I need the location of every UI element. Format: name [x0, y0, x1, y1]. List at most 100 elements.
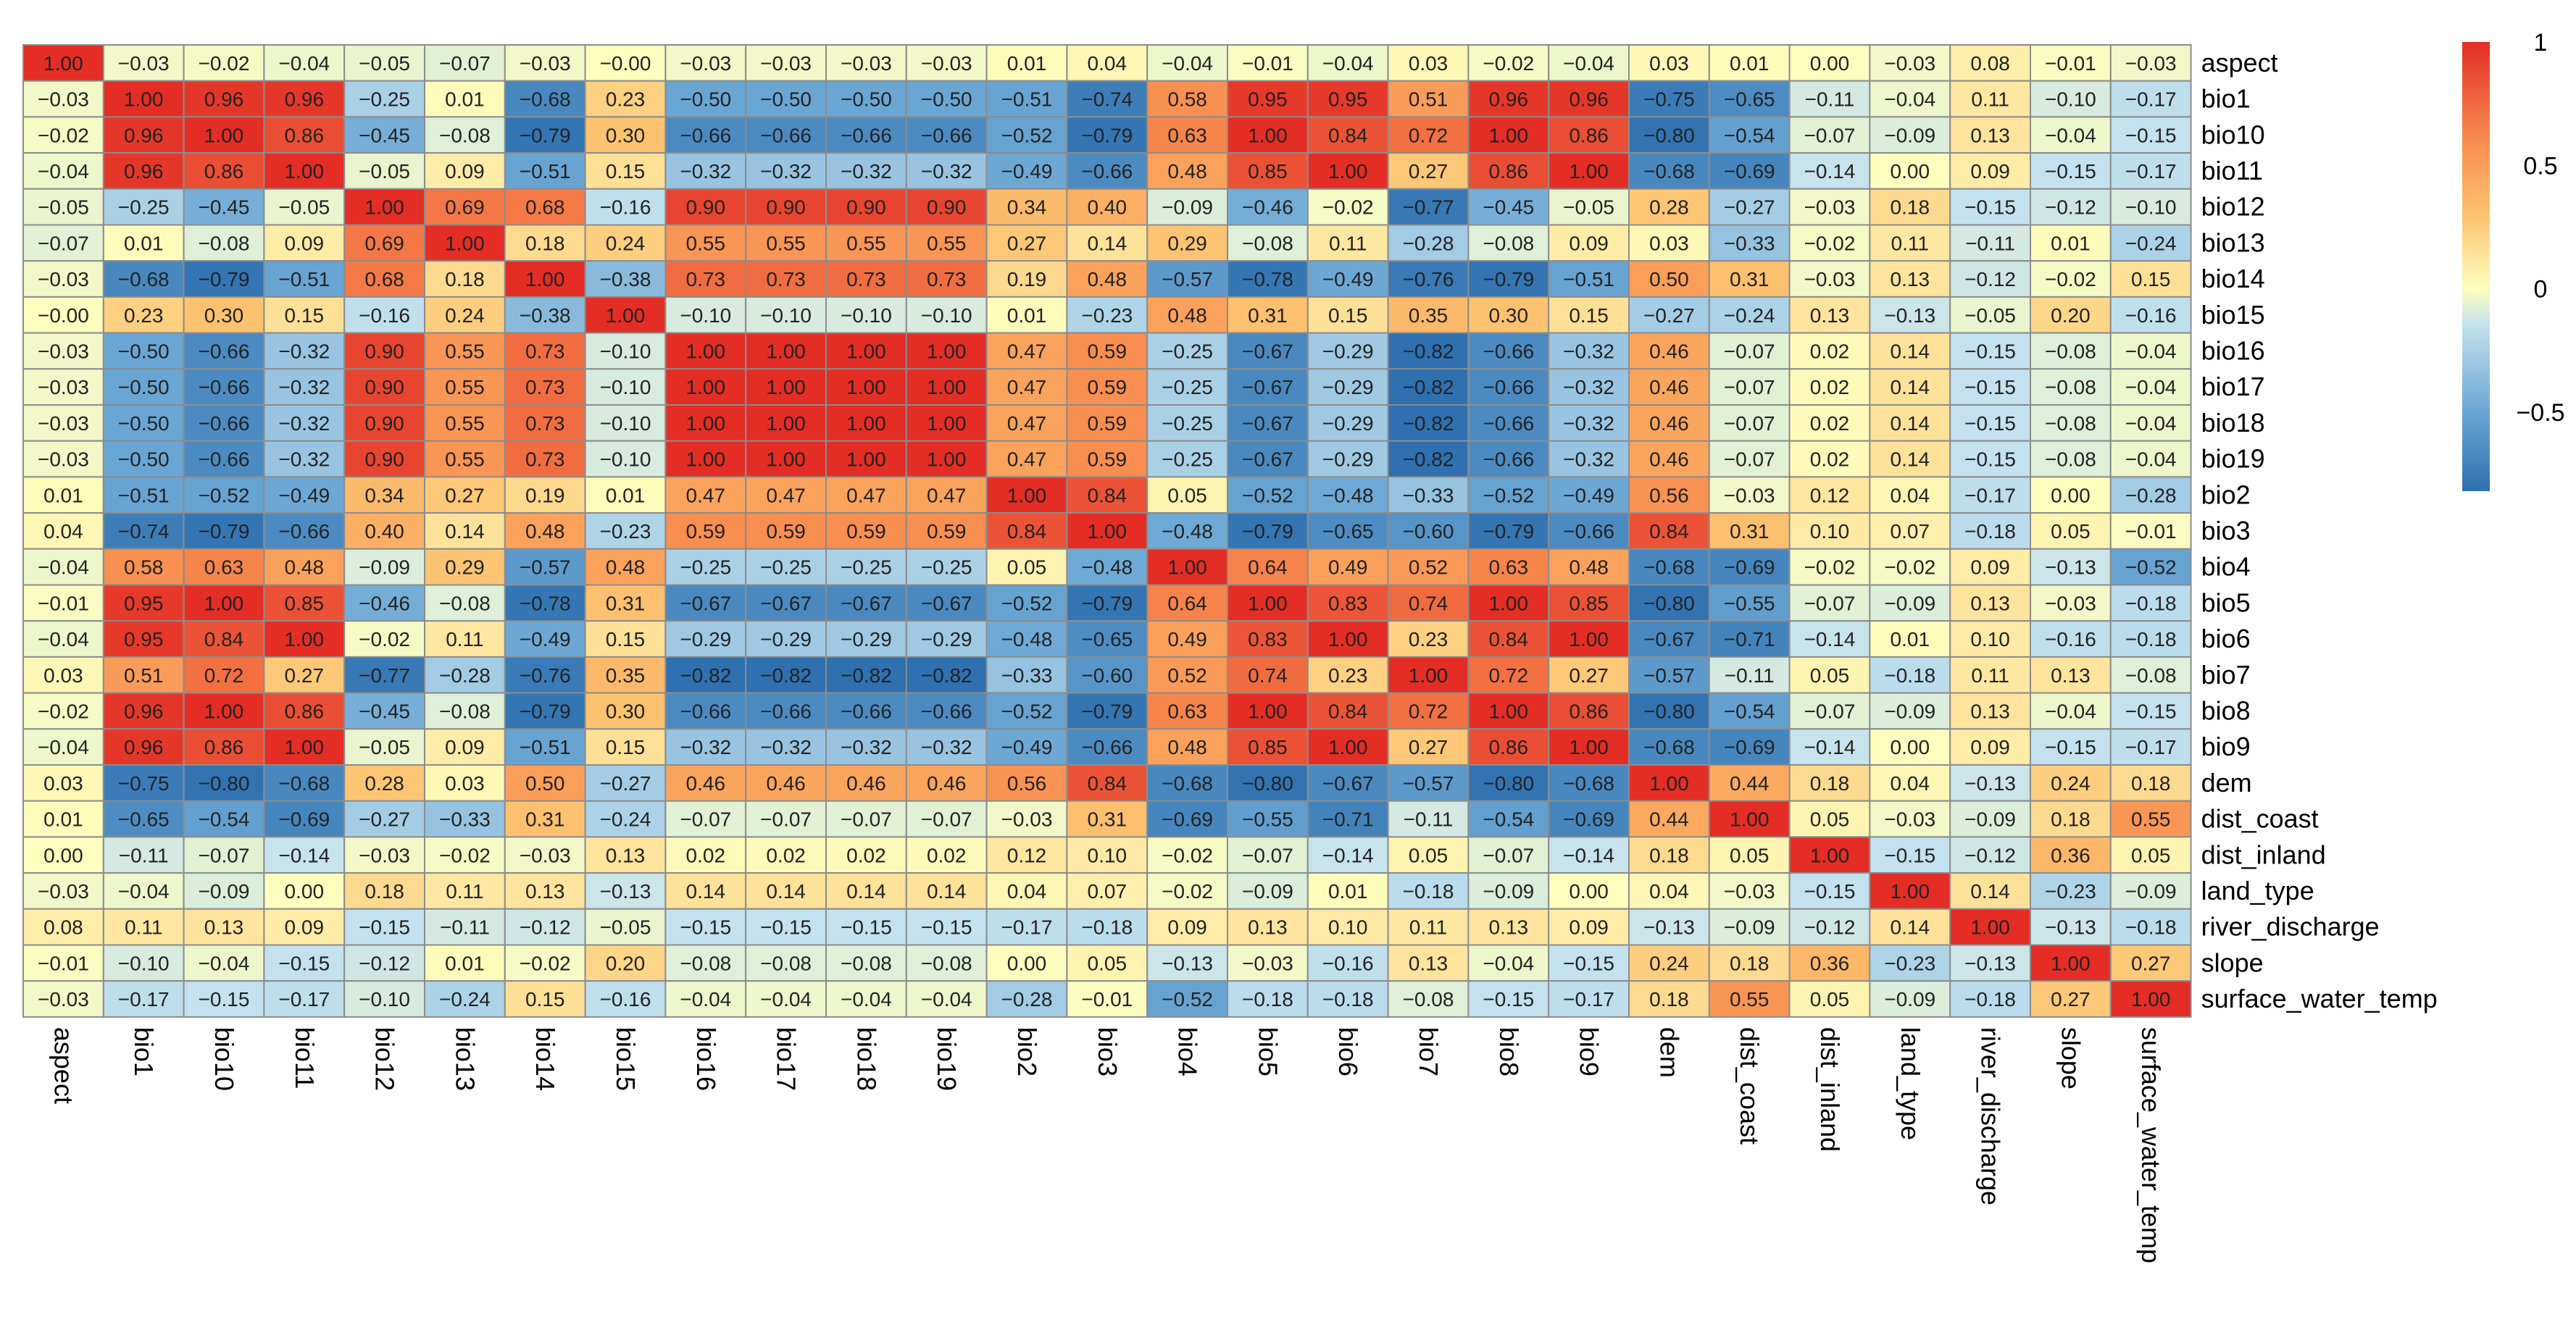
cell-value-label: −0.04	[841, 988, 892, 1011]
cell-value-label: −0.08	[1242, 232, 1293, 254]
cell-value-label: 0.11	[1409, 916, 1447, 939]
cell-value-label: 0.24	[1649, 952, 1689, 974]
heatmap-cell	[504, 980, 586, 1018]
cell-value-label: 0.05	[2131, 844, 2171, 866]
heatmap-cell	[1146, 404, 1228, 442]
cell-value-label: 0.30	[606, 124, 646, 146]
cell-value-label: −0.74	[118, 520, 170, 543]
heatmap-cell	[1227, 764, 1309, 802]
heatmap-cell	[183, 152, 265, 190]
column-label: bio1	[129, 1027, 159, 1076]
heatmap-cell	[1788, 368, 1871, 406]
cell-value-label: 1.00	[1088, 520, 1127, 543]
cell-value-label: 0.96	[124, 736, 164, 758]
heatmap-cell	[1788, 944, 1871, 982]
cell-value-label: 0.90	[364, 376, 404, 398]
heatmap-cell	[1788, 296, 1871, 334]
cell-value-label: 0.46	[686, 772, 726, 795]
cell-value-label: 0.05	[2051, 520, 2091, 543]
cell-value-label: 0.10	[1328, 916, 1368, 939]
cell-value-label: 0.09	[285, 232, 325, 254]
cell-value-label: 0.85	[285, 592, 325, 614]
cell-value-label: −0.54	[1483, 808, 1534, 831]
cell-value-label: −0.07	[1804, 124, 1856, 146]
cell-value-label: −0.18	[1242, 988, 1293, 1011]
cell-value-label: −0.03	[38, 988, 89, 1011]
cell-value-label: 0.90	[846, 196, 886, 219]
row-label: bio6	[2201, 624, 2251, 653]
cell-value-label: −0.29	[760, 628, 812, 650]
heatmap-cell	[1869, 512, 1951, 550]
cell-value-label: 0.14	[927, 880, 967, 903]
cell-value-label: −0.16	[1322, 952, 1374, 974]
heatmap-cell	[985, 584, 1068, 622]
heatmap-cell	[22, 908, 104, 946]
heatmap-cell	[1306, 260, 1389, 298]
heatmap-cell	[504, 620, 586, 658]
heatmap-cell	[1146, 872, 1228, 910]
cell-value-label: −0.11	[119, 844, 169, 866]
heatmap-cell	[102, 404, 185, 442]
cell-value-label: 0.11	[125, 916, 162, 939]
heatmap-cell	[1708, 152, 1791, 190]
cell-value-label: −0.08	[199, 232, 250, 254]
cell-value-label: 0.47	[1007, 376, 1047, 398]
cell-value-label: 0.85	[1248, 736, 1288, 758]
cell-value-label: −0.54	[1724, 700, 1775, 722]
cell-value-label: 0.02	[1810, 448, 1850, 471]
cell-value-label: −0.04	[1322, 52, 1374, 75]
cell-value-label: −0.80	[1643, 700, 1695, 722]
heatmap-cell	[2030, 80, 2112, 118]
cell-value-label: 1.00	[1007, 484, 1047, 506]
cell-value-label: 0.86	[1569, 124, 1609, 146]
cell-value-label: −0.67	[760, 592, 812, 614]
row-label: dist_inland	[2201, 840, 2326, 869]
heatmap-cell	[1628, 152, 1710, 190]
heatmap-cell	[985, 980, 1068, 1018]
heatmap-cell	[102, 620, 185, 658]
cell-value-label: −0.15	[680, 916, 731, 939]
heatmap-cell	[985, 368, 1068, 406]
cell-value-label: −0.15	[1483, 988, 1534, 1011]
cell-value-label: −0.82	[760, 664, 812, 687]
cell-value-label: 0.29	[1167, 232, 1207, 254]
cell-value-label: −0.67	[1242, 340, 1293, 362]
cell-value-label: 0.58	[124, 556, 164, 579]
heatmap-cell	[424, 692, 506, 730]
heatmap-cell	[1467, 944, 1550, 982]
cell-value-label: −0.13	[1964, 772, 2016, 795]
cell-value-label: 0.00	[43, 844, 83, 866]
row-label: bio18	[2201, 408, 2265, 438]
cell-value-label: −0.32	[1563, 448, 1614, 471]
cell-value-label: −0.27	[600, 772, 651, 795]
heatmap-cell	[2109, 692, 2192, 730]
cell-value-label: 0.86	[285, 124, 325, 146]
cell-value-label: 0.10	[1810, 520, 1850, 543]
heatmap-cell	[183, 476, 265, 514]
cell-value-label: 0.95	[124, 592, 164, 614]
heatmap-cell	[905, 44, 988, 82]
cell-value-label: −0.33	[1403, 484, 1454, 506]
heatmap-cell	[1548, 260, 1630, 298]
heatmap-cell	[102, 872, 185, 910]
cell-value-label: 0.68	[525, 196, 565, 219]
cell-value-label: −0.10	[841, 304, 892, 327]
row-label: bio3	[2201, 516, 2251, 545]
heatmap-cell	[1306, 980, 1389, 1018]
cell-value-label: −0.14	[1322, 844, 1374, 866]
heatmap-cell	[1949, 224, 2031, 262]
cell-value-label: −0.79	[1483, 268, 1534, 290]
cell-value-label: −0.10	[600, 412, 651, 435]
heatmap-cell	[504, 872, 586, 910]
cell-value-label: −0.07	[1242, 844, 1293, 866]
heatmap-cell	[1628, 728, 1710, 766]
heatmap-cell	[1306, 296, 1389, 334]
cell-value-label: −0.09	[1964, 808, 2016, 831]
cell-value-label: −0.15	[1804, 880, 1856, 903]
cell-value-label: 0.13	[1970, 592, 2010, 614]
heatmap-cell	[2030, 692, 2112, 730]
heatmap-cell	[1869, 980, 1951, 1018]
cell-value-label: 0.85	[1569, 592, 1609, 614]
cell-value-label: −0.66	[199, 376, 250, 398]
cell-value-label: −0.12	[1964, 268, 2016, 290]
